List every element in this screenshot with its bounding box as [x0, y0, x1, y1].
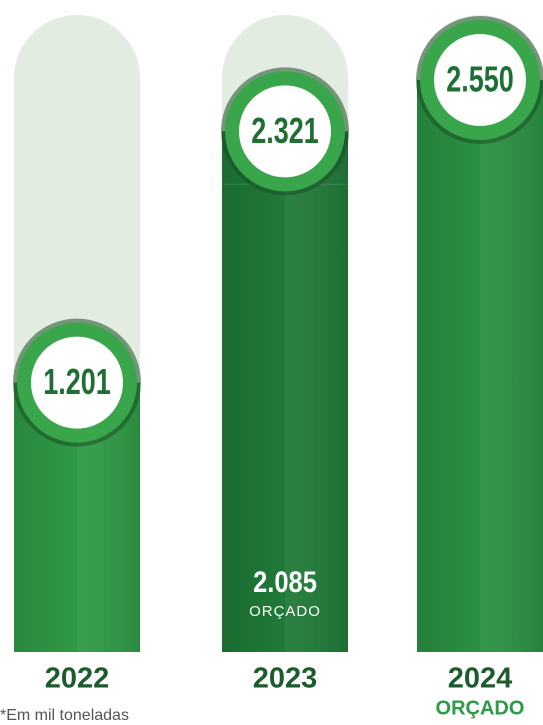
value-label: 2.550 [446, 59, 514, 100]
chart: 1.20120222.085ORÇADO2.32120232.5502024OR… [0, 0, 543, 725]
category-label: 2024 [448, 663, 513, 695]
budget-label: ORÇADO [249, 603, 321, 620]
category-note: ORÇADO [436, 697, 525, 719]
page: {"chart_data": {"type": "bar", "categori… [0, 0, 543, 725]
category-label: 2023 [253, 663, 318, 695]
category-label: 2022 [45, 663, 110, 695]
value-label: 1.201 [43, 361, 111, 402]
budget-value: 2.085 [253, 565, 317, 598]
bar-shade [417, 80, 543, 652]
value-label: 2.321 [251, 110, 319, 151]
footnote: *Em mil toneladas [0, 707, 129, 724]
